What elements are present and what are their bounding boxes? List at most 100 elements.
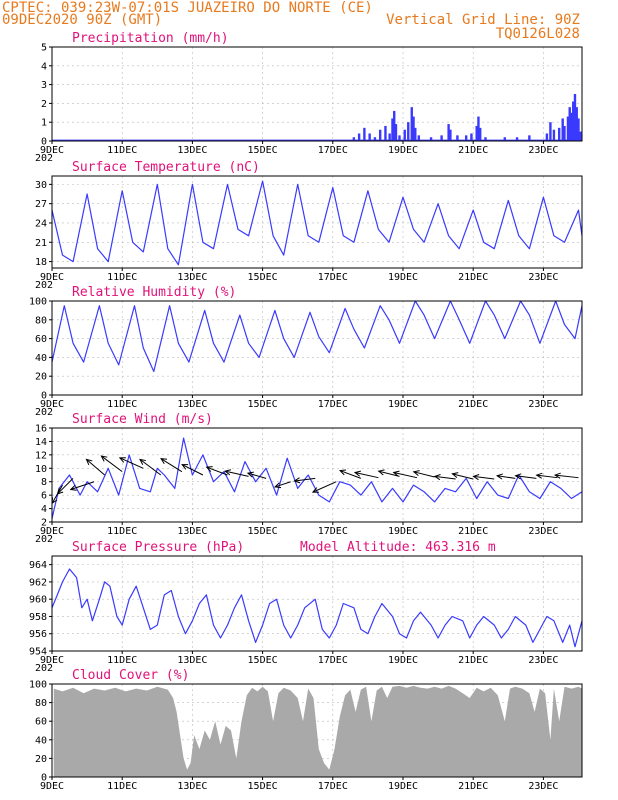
wind-vector [225, 470, 249, 477]
run-date: 09DEC2020 90Z (GMT) [2, 12, 163, 28]
wind-vector [555, 474, 579, 479]
wind-vector-head [118, 457, 126, 463]
x-tick-label: 21DEC [458, 399, 488, 410]
year-stub: 202 [35, 663, 53, 674]
wind-vector [57, 478, 74, 495]
y-tick-label: 4 [41, 61, 47, 72]
precip-bar [561, 118, 564, 141]
cloud-cover-area [53, 685, 583, 777]
precip-bar [447, 124, 450, 141]
x-tick-label: 13DEC [177, 145, 207, 156]
wind-line [51, 437, 583, 519]
x-tick-label: 17DEC [318, 526, 348, 537]
wind-vector-head [495, 473, 503, 480]
wind-vector-head [392, 470, 400, 477]
y-tick-label: 962 [29, 577, 47, 588]
year-stub: 202 [35, 280, 53, 291]
y-tick-label: 10 [35, 464, 47, 475]
x-tick-label: 17DEC [318, 781, 348, 792]
x-tick-label: 9DEC [40, 272, 64, 283]
y-tick-label: 960 [29, 595, 47, 606]
wind-vector-head [160, 458, 168, 464]
humidity-panel: 0 20 40 60 80 100 9DEC 11DEC 13DEC 15DEC 17DEC 19DE… [29, 285, 583, 418]
year-stub: 202 [35, 407, 53, 418]
x-tick-label: 19DEC [388, 272, 418, 283]
precip-bar [391, 118, 394, 141]
wind-vector [119, 457, 144, 469]
precip-bar [440, 135, 443, 141]
wind-vector-head [56, 488, 64, 495]
y-tick-label: 14 [35, 437, 47, 448]
precipitation-panel: 0 1 2 3 4 5 9DEC 11DEC 13DEC 15DEC 17DEC 19DEC 21DEC… [35, 31, 583, 164]
pressure-line [51, 568, 583, 648]
precip-bar [412, 116, 415, 141]
y-tick-label: 5 [41, 43, 47, 54]
wind-vector-head [273, 482, 282, 489]
y-tick-label: 0 [41, 773, 47, 784]
precip-bar [577, 118, 580, 141]
precip-bar [393, 110, 396, 141]
precip-bar [572, 101, 575, 141]
y-tick-label: 958 [29, 612, 47, 623]
precip-bar [528, 135, 531, 141]
precip-bar [549, 122, 552, 141]
plot-frame [51, 427, 583, 523]
plot-frame [51, 46, 583, 142]
y-tick-label: 27 [35, 199, 47, 210]
x-tick-label: 15DEC [248, 781, 278, 792]
x-tick-label: 11DEC [107, 145, 137, 156]
plot-frame [51, 683, 583, 778]
humidity-title: Relative Humidity (%) [72, 285, 236, 300]
wind-vector [86, 459, 105, 476]
model-altitude: Model Altitude: 463.316 m [300, 540, 496, 555]
year-stub: 202 [35, 153, 53, 164]
precip-bar [417, 135, 420, 141]
precip-bar [464, 135, 468, 141]
y-tick-label: 8 [41, 477, 47, 488]
wind-vector-head [451, 472, 459, 479]
y-tick-label: 20 [35, 754, 47, 765]
precipitation-title: Precipitation (mm/h) [72, 31, 229, 46]
wind-vector-head [100, 455, 108, 462]
precip-bar [470, 133, 473, 141]
wind-vector-head [377, 469, 385, 476]
y-tick-label: 4 [41, 504, 47, 515]
x-tick-label: 11DEC [107, 655, 137, 666]
x-tick-label: 13DEC [177, 655, 207, 666]
wind-vector [413, 471, 435, 478]
precip-bar [449, 129, 452, 141]
precip-bar [477, 116, 480, 141]
y-tick-label: 18 [35, 257, 47, 268]
wind-vector [206, 466, 228, 476]
temperature-line [51, 180, 583, 266]
x-tick-label: 17DEC [318, 145, 348, 156]
y-tick-label: 24 [35, 218, 47, 229]
precip-bar [566, 116, 570, 141]
wind-vector [101, 455, 123, 473]
y-tick-label: 6 [41, 491, 47, 502]
x-tick-label: 17DEC [318, 272, 348, 283]
y-tick-label: 1 [41, 118, 47, 129]
x-tick-label: 19DEC [388, 781, 418, 792]
y-tick-label: 956 [29, 629, 47, 640]
precip-bar [503, 137, 506, 141]
y-tick-label: 3 [41, 80, 47, 91]
plot-frame [51, 555, 583, 652]
x-tick-label: 13DEC [177, 526, 207, 537]
wind-vector [139, 458, 162, 476]
wind-title: Surface Wind (m/s) [72, 412, 213, 427]
precip-bar [479, 127, 482, 141]
y-tick-label: 12 [35, 450, 47, 461]
precip-bar [373, 137, 377, 141]
x-tick-label: 19DEC [388, 655, 418, 666]
precip-bar [394, 124, 398, 141]
x-tick-label: 15DEC [248, 145, 278, 156]
precip-bar [398, 135, 401, 141]
x-tick-label: 11DEC [107, 526, 137, 537]
x-tick-label: 15DEC [248, 526, 278, 537]
x-tick-label: 21DEC [458, 655, 488, 666]
y-tick-label: 60 [35, 334, 47, 345]
x-tick-label: 23DEC [528, 145, 558, 156]
x-tick-label: 15DEC [248, 655, 278, 666]
